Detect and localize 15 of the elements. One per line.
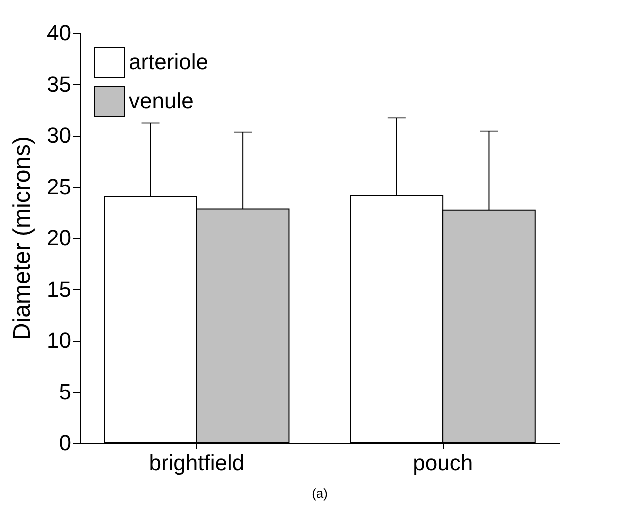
y-tick-label: 5 [59,379,72,404]
y-tick-label: 25 [47,174,72,200]
y-tick-label: 35 [47,72,72,97]
x-tick-label: pouch [413,450,474,476]
y-tick-label: 20 [47,226,72,250]
y-tick-label: 40 [47,20,72,46]
y-tick-label: 15 [47,276,72,302]
y-axis-title: Diameter (microns) [9,136,36,341]
legend-label: arteriole [129,50,208,74]
y-tick-label: 30 [47,123,72,148]
y-tick-label: 0 [59,430,72,456]
text: (a) [312,486,328,501]
y-tick-label: 10 [47,328,72,353]
legend-label: venule [129,88,194,114]
x-tick-label: brightfield [149,450,245,476]
